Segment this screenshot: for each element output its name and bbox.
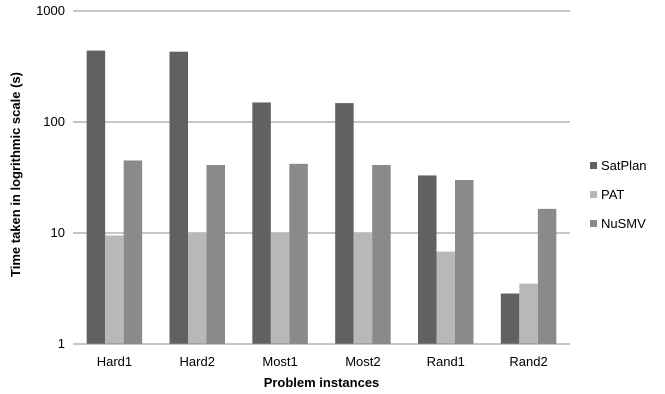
- x-axis-tick-labels: Hard1 Hard2 Most1 Most2 Rand1 Rand2: [97, 354, 548, 369]
- bar-pat-hard2: [188, 233, 207, 344]
- legend-label-satplan: SatPlan: [601, 158, 647, 173]
- bar-satplan-hard1: [86, 50, 106, 344]
- x-tick-label: Most2: [345, 354, 380, 369]
- bar-nusmv-rand1: [455, 180, 474, 344]
- bar-nusmv-hard2: [206, 164, 225, 344]
- y-axis-tick-labels: 1 10 100 1000: [36, 3, 65, 351]
- legend-label-pat: PAT: [601, 187, 624, 202]
- bar-pat-most1: [270, 233, 290, 344]
- x-tick-label: Hard2: [180, 354, 215, 369]
- y-tick-label: 10: [51, 225, 65, 240]
- bar-nusmv-most1: [289, 163, 308, 344]
- bar-pat-rand2: [519, 283, 538, 344]
- x-tick-label: Hard1: [97, 354, 132, 369]
- legend-label-nusmv: NuSMV: [601, 216, 646, 231]
- bar-satplan-most2: [335, 103, 354, 344]
- legend: SatPlan PAT NuSMV: [590, 158, 647, 231]
- bar-satplan-rand2: [500, 293, 520, 344]
- y-tick-label: 1: [58, 336, 65, 351]
- y-axis-title: Time taken in logrithmic scale (s): [8, 72, 23, 277]
- bars: [86, 50, 557, 345]
- legend-swatch-nusmv: [590, 220, 597, 227]
- y-tick-label: 1000: [36, 3, 65, 18]
- x-tick-label: Rand2: [509, 354, 547, 369]
- bar-nusmv-rand2: [537, 208, 557, 344]
- y-tick-label: 100: [43, 114, 65, 129]
- legend-swatch-pat: [590, 191, 597, 198]
- gridlines: [73, 10, 570, 234]
- x-axis-title: Problem instances: [264, 375, 380, 390]
- bar-pat-hard1: [105, 235, 124, 344]
- bar-pat-rand1: [436, 251, 455, 344]
- legend-swatch-satplan: [590, 162, 597, 169]
- x-tick-label: Rand1: [427, 354, 465, 369]
- bar-nusmv-hard1: [123, 160, 143, 344]
- x-tick-label: Most1: [262, 354, 297, 369]
- bar-satplan-hard2: [169, 51, 188, 345]
- bar-nusmv-most2: [372, 164, 391, 344]
- bar-satplan-most1: [252, 102, 271, 344]
- bar-satplan-rand1: [418, 175, 437, 344]
- bar-pat-most2: [353, 233, 373, 344]
